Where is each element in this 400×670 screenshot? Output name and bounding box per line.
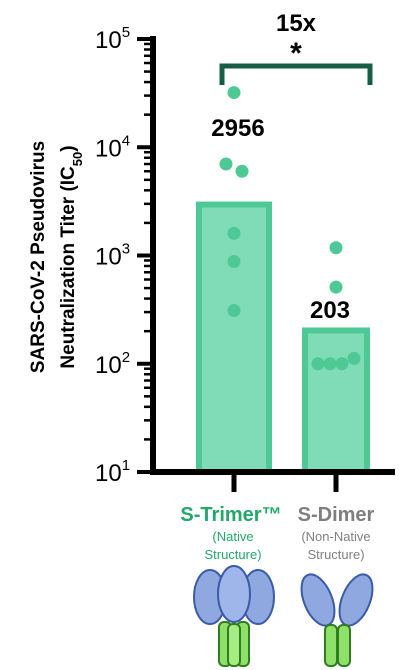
data-point-s-trimer: [235, 164, 249, 178]
y-axis-title: SARS-CoV-2 Pseudovirus Neutralization Ti…: [28, 141, 85, 373]
category-sub-s-trimer-2: Structure): [204, 547, 261, 562]
data-point-s-trimer: [227, 255, 241, 269]
data-point-s-trimer: [227, 226, 241, 240]
y-tick-label: 104: [95, 132, 130, 162]
significance-asterisk: *: [290, 37, 302, 70]
bars-layer: [196, 201, 370, 476]
significance-bracket: 15x *: [219, 10, 373, 85]
y-tick-label: 103: [95, 241, 130, 271]
data-point-s-dimer: [335, 357, 349, 371]
category-sub-s-dimer-2: Structure): [307, 547, 364, 562]
bar-s-dimer: [302, 327, 370, 476]
y-axis-title-line2: Neutralization Titer (IC50): [58, 145, 85, 368]
data-point-s-dimer: [323, 357, 337, 371]
trimer-icon: [193, 565, 275, 667]
category-sub-s-trimer-1: (Native: [212, 529, 253, 544]
bar-s-trimer: [196, 201, 272, 476]
axes-layer: 101 102 103 104 105: [95, 24, 395, 492]
points-layer: [219, 86, 361, 371]
category-sub-s-dimer-1: (Non-Native: [301, 529, 370, 544]
data-point-s-dimer: [329, 280, 343, 294]
category-labels: S-Trimer™ (Native Structure) S-Dimer (No…: [180, 504, 374, 562]
data-point-s-dimer: [311, 357, 325, 371]
y-tick-label: 101: [95, 457, 130, 487]
bracket-line: [219, 63, 373, 85]
fold-change-label: 15x: [276, 10, 317, 37]
data-point-s-trimer: [227, 86, 241, 100]
data-point-s-dimer: [329, 241, 343, 255]
category-label-s-dimer: S-Dimer: [298, 504, 375, 526]
y-tick-label: 105: [95, 24, 130, 54]
value-label-s-trimer: 2956: [211, 115, 264, 142]
value-label-s-dimer: 203: [310, 297, 350, 324]
y-tick-label: 102: [95, 349, 130, 379]
data-point-s-trimer: [227, 304, 241, 318]
category-label-s-trimer: S-Trimer™: [180, 504, 281, 526]
data-point-s-dimer: [347, 351, 361, 365]
data-point-s-trimer: [219, 157, 233, 171]
dimer-icon: [300, 573, 374, 667]
y-axis-title-line1: SARS-CoV-2 Pseudovirus: [28, 141, 49, 373]
